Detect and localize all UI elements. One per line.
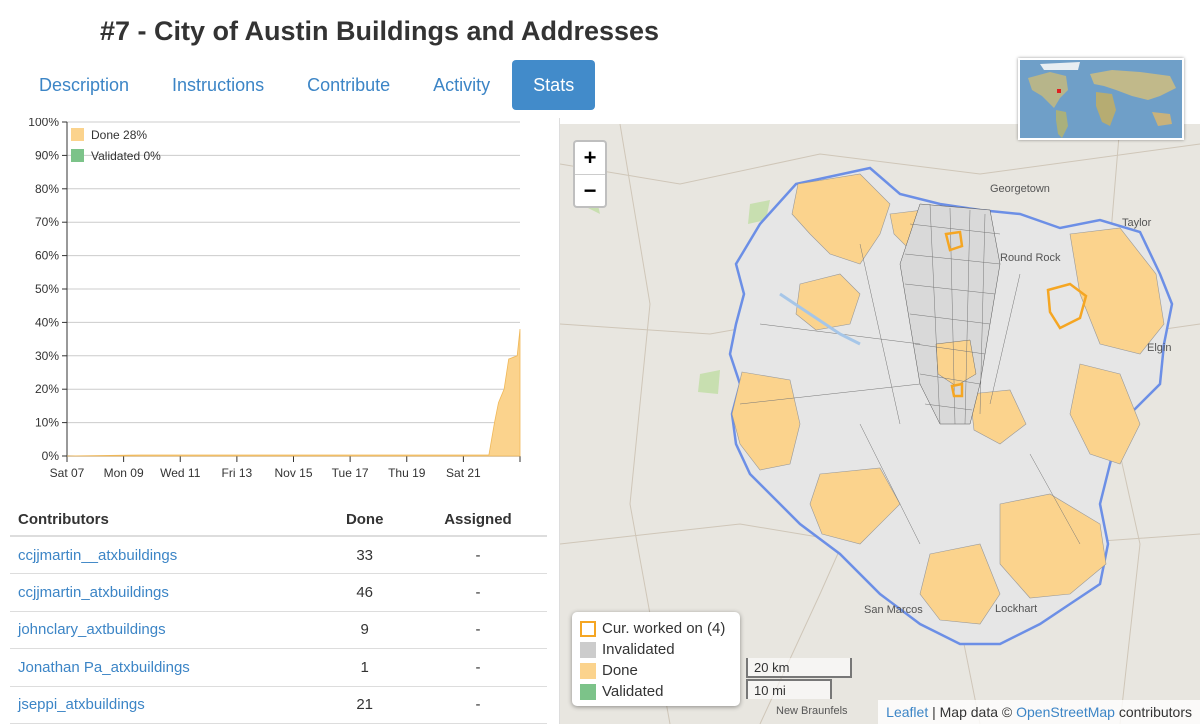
table-row: johnclary_axtbuildings 9 -	[10, 611, 547, 649]
page-title: #7 - City of Austin Buildings and Addres…	[100, 16, 660, 46]
place-label: San Marcos	[864, 604, 923, 616]
place-label: Lockhart	[995, 603, 1038, 615]
tab-activity[interactable]: Activity	[433, 75, 491, 95]
y-tick-label: 10%	[35, 416, 59, 430]
contributor-link[interactable]: ccjjmartin__atxbuildings	[18, 546, 178, 564]
place-label: Georgetown	[990, 183, 1050, 195]
assigned-count: -	[408, 648, 547, 687]
legend-label: Done 28%	[91, 128, 147, 142]
header-contributors: Contributors	[10, 503, 321, 537]
stats-panel: 0% 10% 20% 30% 40% 50% 60% 70% 80% 90% 100% Sat 07 M…	[0, 118, 560, 724]
place-label: Elgin	[1147, 342, 1172, 354]
x-tick-label: Wed 11	[160, 466, 201, 480]
y-tick-label: 30%	[35, 349, 59, 363]
y-tick-label: 90%	[35, 148, 59, 162]
done-count: 21	[320, 686, 409, 724]
header-done: Done	[320, 503, 409, 537]
assigned-count: -	[408, 573, 547, 612]
task-map[interactable]	[560, 124, 1200, 724]
assigned-count: -	[408, 611, 547, 649]
place-label: Taylor	[1122, 217, 1152, 229]
legend-item: Invalidated	[580, 639, 732, 660]
map-legend: Cur. worked on (4) Invalidated Done Vali…	[572, 612, 740, 706]
done-count: 46	[320, 573, 409, 612]
legend-label: Cur. worked on (4)	[602, 620, 726, 637]
legend-item: Done	[580, 660, 732, 681]
leaflet-link[interactable]: Leaflet	[886, 704, 929, 720]
contributors-table: Contributors Done Assigned ccjjmartin__a…	[10, 503, 547, 724]
map-scale: 20 km 10 mi	[746, 658, 852, 699]
place-label: Round Rock	[1000, 252, 1061, 264]
x-tick-label: Nov 15	[274, 466, 312, 480]
x-tick-label: Thu 19	[388, 466, 426, 480]
attribution-text: | Map data ©	[928, 704, 1017, 720]
assigned-count: -	[408, 686, 547, 724]
legend-item: Validated	[580, 681, 732, 702]
y-tick-label: 70%	[35, 215, 59, 229]
legend-label: Invalidated	[602, 641, 675, 658]
x-tick-label: Fri 13	[222, 466, 253, 480]
tab-bar: Description Instructions Contribute Acti…	[18, 60, 596, 110]
done-swatch	[580, 662, 596, 679]
progress-chart: 0% 10% 20% 30% 40% 50% 60% 70% 80% 90% 100% Sat 07 M…	[0, 118, 560, 488]
done-count: 9	[320, 611, 409, 649]
place-label: New Braunfels	[776, 705, 848, 717]
zoom-out-button[interactable]: −	[575, 174, 605, 206]
attribution-tail: contributors	[1114, 704, 1192, 720]
validated-swatch	[580, 683, 596, 700]
legend-swatch	[71, 149, 84, 162]
contributor-link[interactable]: jseppi_atxbuildings	[18, 696, 145, 714]
world-minimap[interactable]	[1018, 58, 1184, 140]
scale-mi: 10 mi	[746, 679, 832, 699]
y-tick-label: 60%	[35, 249, 59, 263]
tab-instructions[interactable]: Instructions	[172, 75, 265, 95]
zoom-control: + −	[573, 140, 607, 208]
legend-swatch	[71, 128, 84, 141]
table-row: jseppi_atxbuildings 21 -	[10, 686, 547, 724]
table-row: ccjjmartin_atxbuildings 46 -	[10, 573, 547, 612]
table-row: Jonathan Pa_atxbuildings 1 -	[10, 648, 547, 687]
y-tick-label: 100%	[28, 118, 59, 129]
y-tick-label: 0%	[42, 449, 60, 463]
x-tick-label: Sat 07	[50, 466, 85, 480]
zoom-in-button[interactable]: +	[583, 145, 597, 170]
osm-link[interactable]: OpenStreetMap	[1016, 704, 1115, 720]
legend-label: Validated	[602, 683, 664, 700]
table-header-row: Contributors Done Assigned	[10, 503, 547, 537]
done-count: 33	[320, 536, 409, 574]
contributor-link[interactable]: Jonathan Pa_atxbuildings	[18, 658, 190, 676]
y-tick-label: 50%	[35, 282, 59, 296]
tab-description[interactable]: Description	[39, 75, 130, 95]
y-tick-label: 20%	[35, 382, 59, 396]
legend-label: Done	[602, 662, 638, 679]
legend-label: Validated 0%	[91, 149, 161, 163]
map-attribution: Leaflet | Map data © OpenStreetMap contr…	[878, 700, 1200, 724]
y-tick-label: 40%	[35, 315, 59, 329]
legend-item: Cur. worked on (4)	[580, 618, 732, 639]
x-tick-label: Tue 17	[332, 466, 369, 480]
invalidated-swatch	[580, 641, 596, 658]
tab-stats[interactable]: Stats	[512, 60, 596, 110]
series-area-done	[66, 329, 521, 457]
table-row: ccjjmartin__atxbuildings 33 -	[10, 536, 547, 574]
assigned-count: -	[408, 536, 547, 574]
tab-contribute[interactable]: Contribute	[307, 75, 391, 95]
worked-on-swatch	[580, 620, 596, 637]
contributor-link[interactable]: johnclary_axtbuildings	[18, 621, 166, 639]
map-canvas[interactable]	[560, 124, 1200, 724]
progress-chart-svg: 0% 10% 20% 30% 40% 50% 60% 70% 80% 90% 100% Sat 07 M…	[28, 118, 521, 480]
y-tick-label: 80%	[35, 182, 59, 196]
x-tick-label: Sat 21	[446, 466, 481, 480]
contributor-link[interactable]: ccjjmartin_atxbuildings	[18, 583, 169, 601]
minimap-location-marker	[1057, 89, 1061, 93]
x-tick-label: Mon 09	[104, 466, 144, 480]
done-count: 1	[320, 648, 409, 687]
header-assigned: Assigned	[408, 503, 547, 537]
scale-km: 20 km	[746, 658, 852, 678]
